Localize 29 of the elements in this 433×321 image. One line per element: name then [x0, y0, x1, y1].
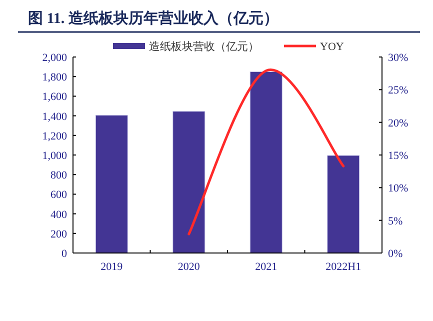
- y2-tick-label: 5%: [388, 215, 403, 228]
- y-tick-label: 400: [50, 208, 68, 221]
- y-tick-label: 1,000: [42, 150, 68, 162]
- y-tick-label: 200: [50, 228, 68, 240]
- x-tick-label: 2019: [100, 261, 124, 273]
- y-tick-label: 1,800: [42, 72, 68, 84]
- y-tick-label: 1,400: [42, 110, 68, 123]
- y-tick-label: 0: [62, 248, 68, 260]
- bar: [250, 71, 282, 254]
- x-tick-label: 2022H1: [326, 261, 362, 273]
- y-tick-label: 1,600: [42, 91, 68, 104]
- y2-tick-label: 25%: [388, 84, 408, 97]
- y-tick-label: 800: [50, 170, 68, 182]
- bar: [95, 115, 128, 254]
- y-tick-label: 1,200: [42, 130, 68, 142]
- x-tick-label: 2020: [178, 261, 200, 273]
- legend-label: YOY: [320, 41, 344, 53]
- y2-tick-label: 30%: [388, 52, 408, 64]
- x-tick-label: 2021: [255, 261, 278, 273]
- bar: [172, 111, 206, 254]
- legend-label: 造纸板块营收（亿元）: [149, 40, 259, 53]
- y2-tick-label: 10%: [388, 182, 408, 195]
- y2-tick-label: 15%: [388, 150, 408, 162]
- y-tick-label: 2,000: [42, 52, 68, 64]
- y2-tick-label: 20%: [388, 117, 408, 130]
- bar: [327, 155, 360, 254]
- y-tick-label: 600: [50, 189, 68, 202]
- y2-tick-label: 0%: [388, 248, 403, 260]
- chart-title: 图 11. 造纸板块历年营业收入（亿元）: [28, 10, 278, 27]
